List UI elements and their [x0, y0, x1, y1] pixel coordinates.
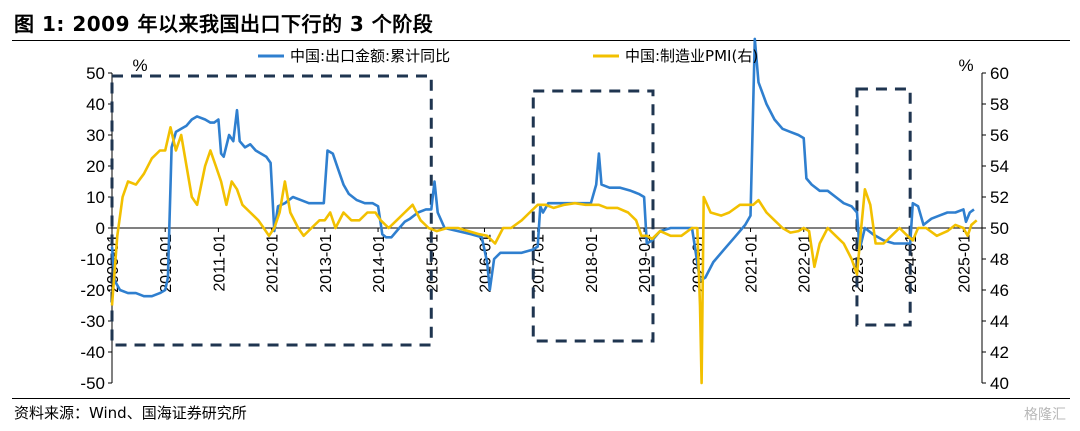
- title-rule: [12, 40, 1070, 41]
- left-tick-label: 10: [86, 188, 105, 207]
- left-tick-label: -10: [80, 250, 105, 269]
- x-tick-label: 2018-01: [584, 234, 601, 293]
- left-tick-label: 30: [86, 126, 105, 145]
- right-tick-label: 50: [990, 219, 1009, 238]
- x-tick-label: 2025-01: [956, 234, 973, 293]
- source-rule: [12, 398, 1070, 399]
- highlight-boxes: [110, 74, 912, 347]
- left-tick-label: -40: [80, 343, 105, 362]
- left-unit-label: %: [132, 56, 147, 75]
- right-unit-label: %: [958, 56, 973, 75]
- left-tick-label: 50: [86, 64, 105, 83]
- highlight-box: [110, 74, 433, 347]
- source-note: 资料来源：Wind、国海证券研究所: [14, 404, 247, 422]
- right-tick-label: 60: [990, 64, 1009, 83]
- export-growth-line: [110, 37, 975, 298]
- left-tick-label: -50: [80, 374, 105, 393]
- x-tick-label: 2015-01: [424, 234, 441, 293]
- chart-title: 图 1: 2009 年以来我国出口下行的 3 个阶段: [14, 12, 434, 36]
- right-tick-label: 46: [990, 281, 1009, 300]
- left-tick-label: 40: [86, 95, 105, 114]
- right-tick-label: 40: [990, 374, 1009, 393]
- chart: 50 40 30 20 10 0 -10 -20 -30 -40 -50 60 58 56 54 52 50 48…: [80, 37, 1009, 393]
- right-tick-label: 52: [990, 188, 1009, 207]
- x-tick-label: 2021-01: [744, 234, 761, 293]
- right-tick-label: 54: [990, 157, 1009, 176]
- x-tick-label: 2024-01: [903, 234, 920, 293]
- series-layer: [110, 37, 978, 385]
- legend: 中国:出口金额:累计同比 中国:制造业PMI(右): [258, 47, 758, 65]
- x-tick-label: 2022-01: [797, 234, 814, 293]
- highlight-box: [855, 87, 912, 327]
- legend-label: 中国:制造业PMI(右): [625, 47, 758, 65]
- right-tick-label: 42: [990, 343, 1009, 362]
- right-tick-label: 58: [990, 95, 1009, 114]
- watermark: 格隆汇: [1024, 407, 1066, 423]
- x-tick-label: 2014-01: [371, 234, 388, 293]
- right-tick-label: 48: [990, 250, 1009, 269]
- left-tick-label: 0: [96, 219, 105, 238]
- left-tick-label: -30: [80, 312, 105, 331]
- right-tick-label: 56: [990, 126, 1009, 145]
- x-tick-label: 2010-01: [158, 234, 175, 293]
- left-tick-label: -20: [80, 281, 105, 300]
- pmi-line: [110, 126, 978, 385]
- right-tick-label: 44: [990, 312, 1009, 331]
- x-tick-label: 2013-01: [318, 234, 335, 293]
- highlight-box: [531, 89, 655, 343]
- left-tick-label: 20: [86, 157, 105, 176]
- x-tick-label: 2019-01: [637, 234, 654, 293]
- x-tick-label: 2012-01: [265, 234, 282, 293]
- legend-label: 中国:出口金额:累计同比: [290, 47, 450, 65]
- x-tick-label: 2011-01: [211, 234, 228, 292]
